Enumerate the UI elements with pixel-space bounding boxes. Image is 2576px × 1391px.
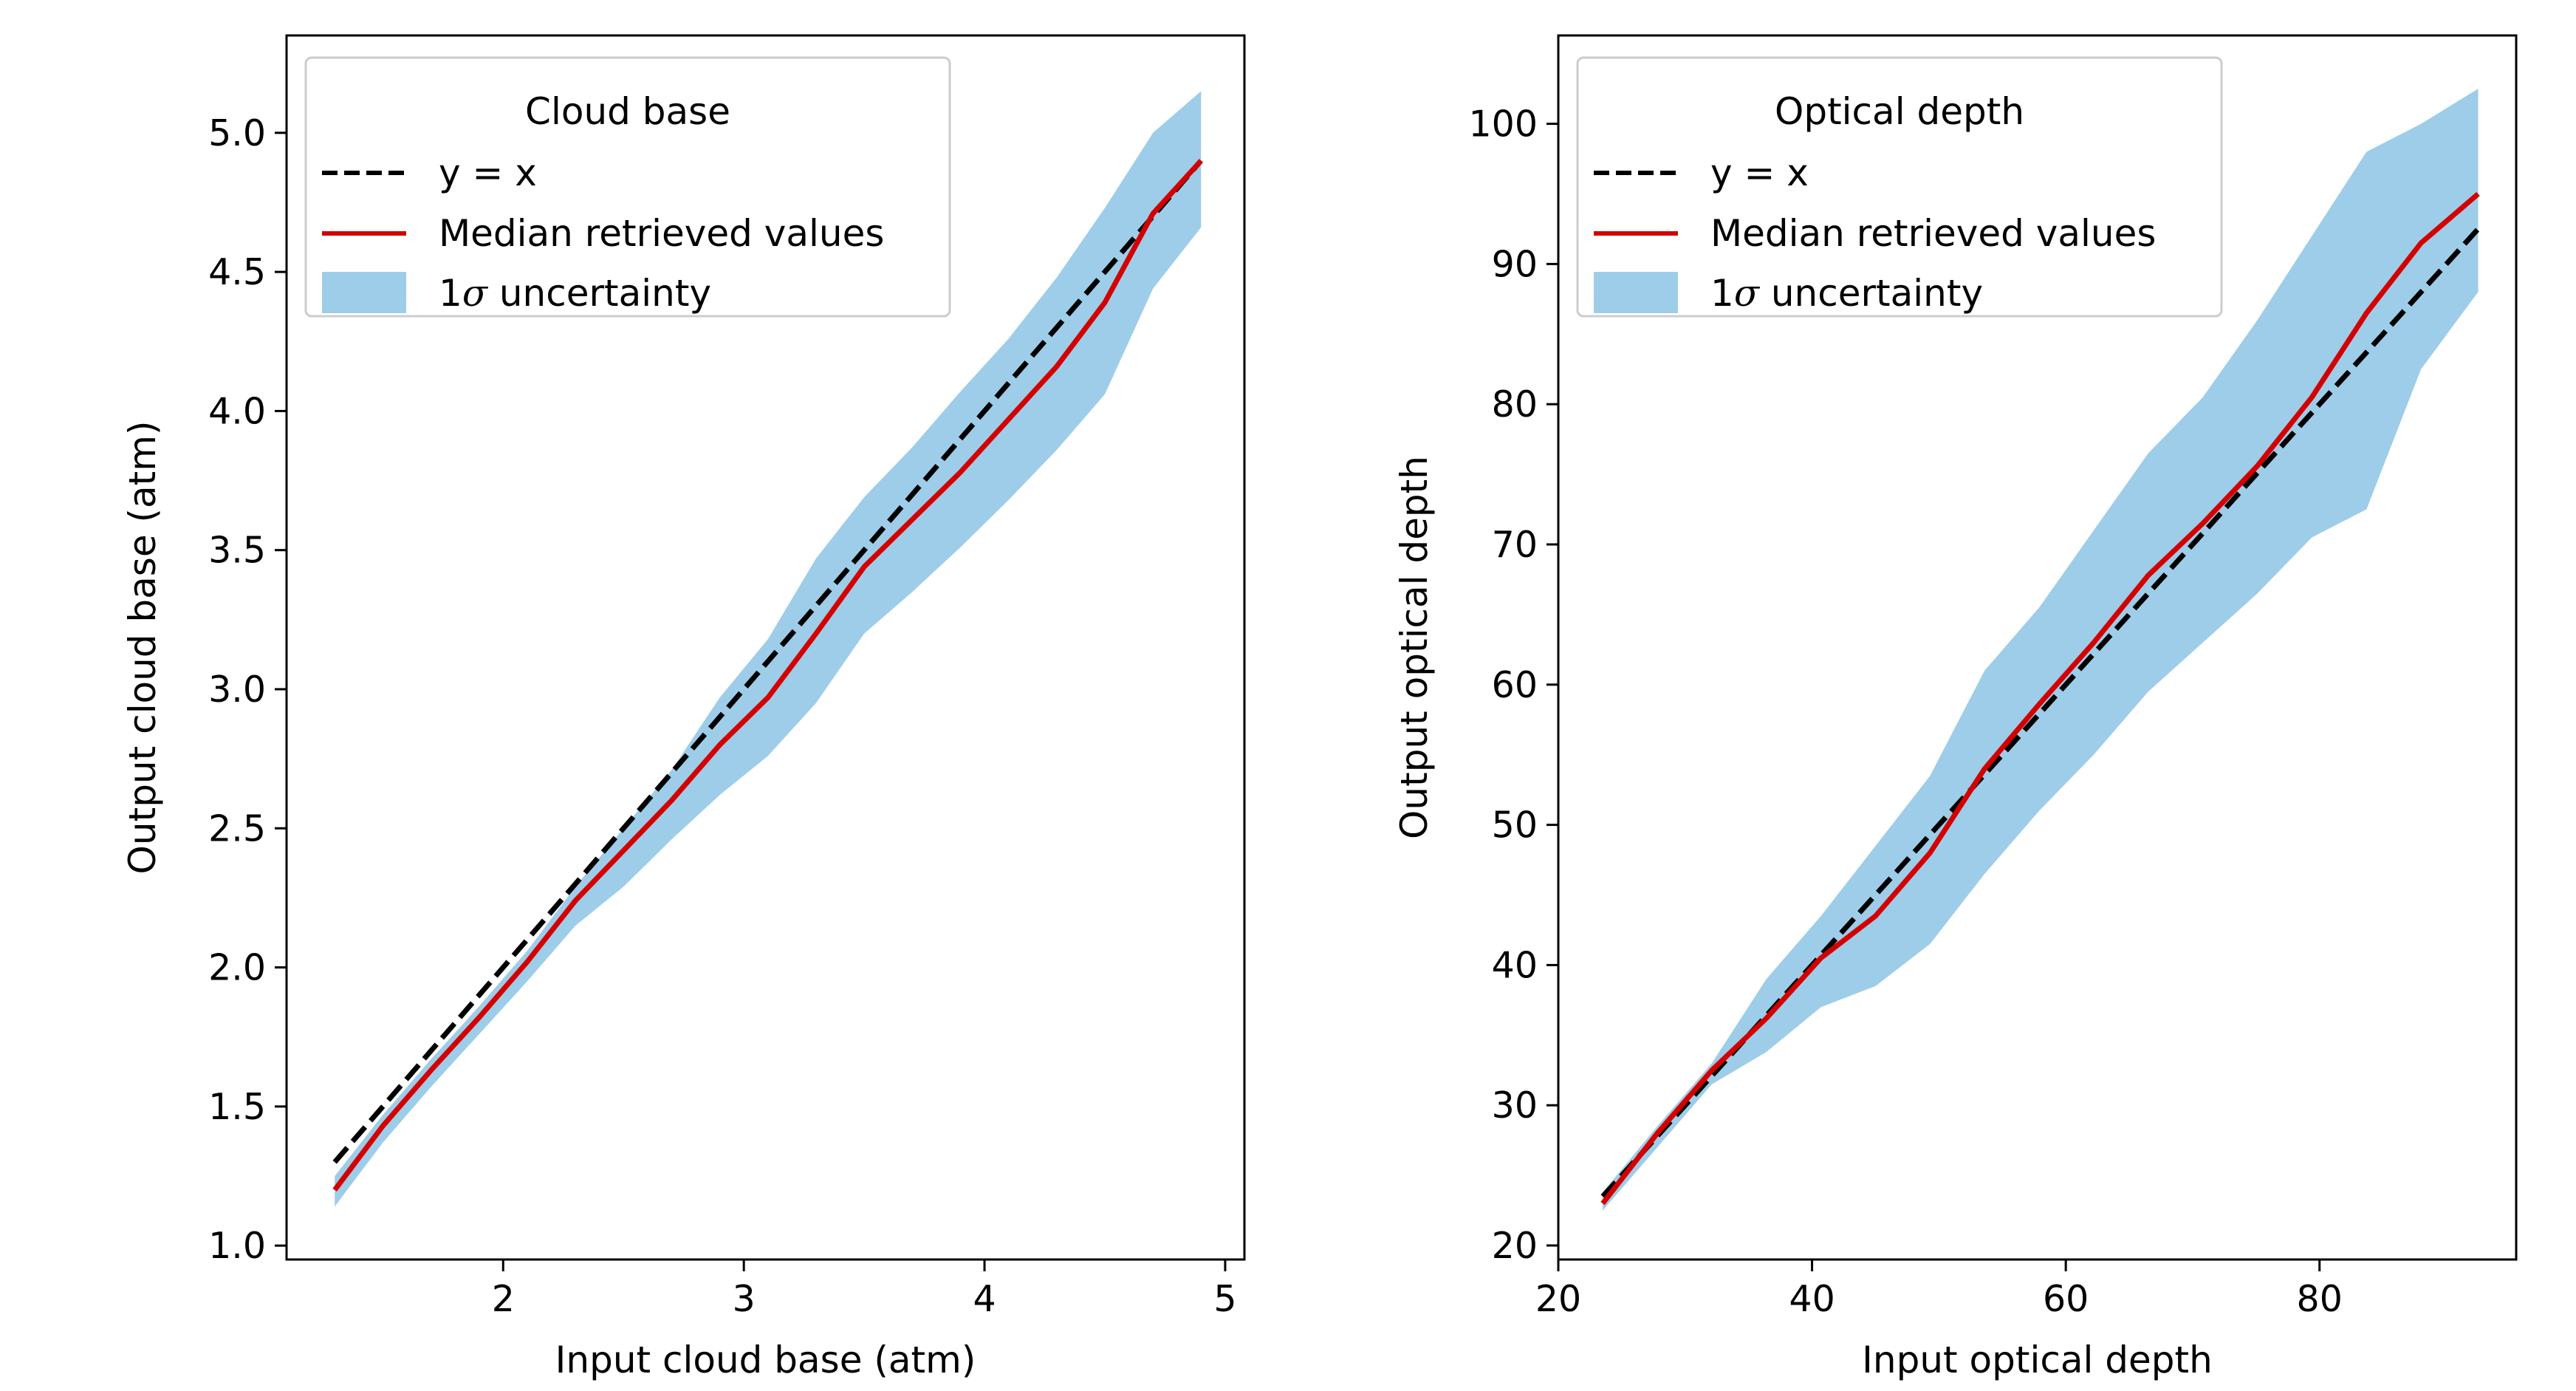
legend-box [1576,56,2223,318]
x-tick-label: 40 [1789,1278,1835,1320]
legend-band-label: 1σ uncertainty [1710,272,1983,315]
x-axis-label: Input cloud base (atm) [555,1339,976,1381]
y-tick-label: 2.0 [208,947,266,989]
y-tick-label: 70 [1492,524,1538,566]
subplot-optical-depth: 20 40 60 80 20 30 40 50 60 70 80 90 100 Input optica… [1393,34,2518,1381]
legend-box [304,56,951,318]
legend-identity-label: y = x [439,151,537,194]
y-tick-label: 30 [1492,1084,1538,1127]
median-line [332,159,1203,1192]
y-tick-label: 20 [1492,1225,1538,1267]
y-tick-label: 3.5 [208,530,266,572]
median-line [1600,191,2480,1206]
y-tick-label: 80 [1492,383,1538,425]
uncertainty-band [1603,89,2479,1211]
identity-line [1600,227,2481,1198]
y-tick-label: 50 [1492,804,1538,847]
x-axis-label: Input optical depth [1862,1339,2213,1381]
plot-frame [1557,34,2518,1261]
x-tick-label: 2 [492,1278,515,1320]
y-tick-label: 4.5 [208,251,266,293]
legend-title: Cloud base [525,90,730,133]
identity-line [332,159,1203,1164]
legend-band-label: 1σ uncertainty [439,272,711,315]
legend-band-swatch [1594,272,1678,313]
legend-title: Optical depth [1775,90,2024,133]
y-axis-label: Output optical depth [1393,456,1436,839]
plot-frame [285,34,1246,1261]
x-tick-label: 5 [1213,1278,1236,1320]
x-tick-label: 80 [2297,1278,2343,1320]
y-tick-label: 1.0 [208,1225,266,1267]
legend-median-label: Median retrieved values [1710,212,2156,255]
y-tick-label: 40 [1492,944,1538,986]
y-tick-label: 5.0 [208,112,266,154]
y-axis-label: Output cloud base (atm) [121,421,164,875]
subplot-cloud-base: 2 3 4 5 1.0 1.5 2.0 2.5 3.0 3.5 4.0 4.5 5.0 Input cl… [121,34,1246,1381]
y-tick-label: 4.0 [208,390,266,432]
y-tick-label: 1.5 [208,1086,266,1128]
legend-band-swatch [322,272,406,313]
y-tick-label: 60 [1492,664,1538,706]
y-tick-label: 3.0 [208,669,266,711]
x-tick-label: 20 [1535,1278,1581,1320]
legend-median-label: Median retrieved values [439,212,884,255]
x-tick-label: 3 [733,1278,756,1320]
legend-identity-label: y = x [1710,151,1809,194]
x-tick-label: 4 [973,1278,996,1320]
y-tick-label: 90 [1492,243,1538,285]
y-tick-label: 100 [1468,103,1538,146]
x-tick-label: 60 [2043,1278,2089,1320]
legend: Cloud base y = x Median retrieved values… [304,56,951,318]
legend: Optical depth y = x Median retrieved val… [1576,56,2223,318]
y-tick-label: 2.5 [208,807,266,850]
